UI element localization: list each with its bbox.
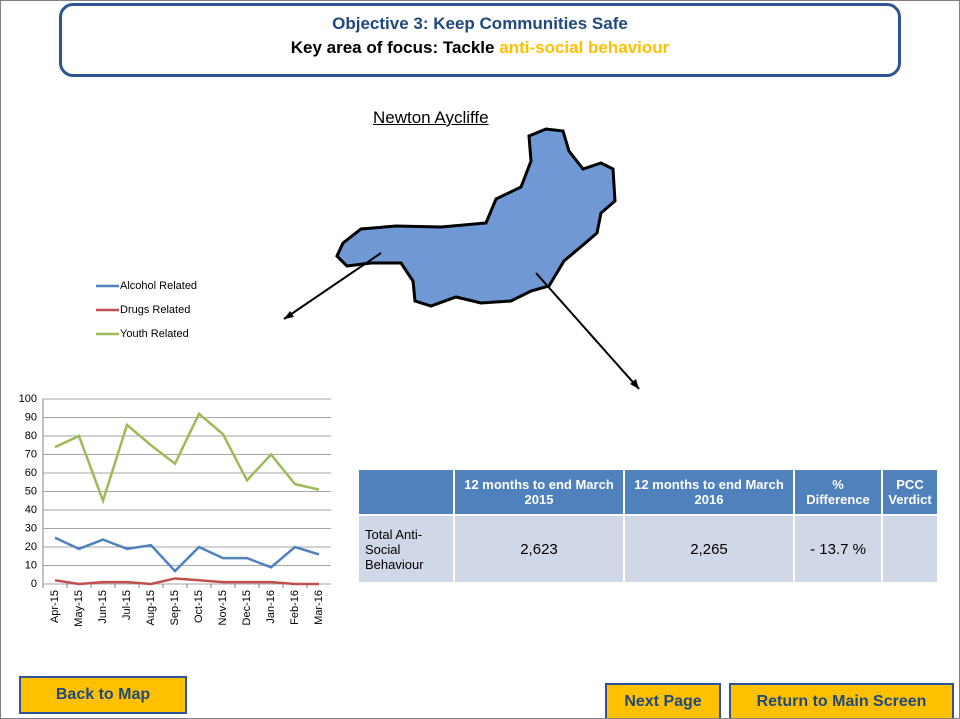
focus-prefix: Key area of focus: Tackle	[290, 38, 495, 57]
legend-label: Alcohol Related	[120, 280, 197, 292]
y-tick-label: 80	[25, 430, 37, 442]
x-tick-label: Oct-15	[193, 590, 205, 623]
legend-label: Youth Related	[120, 328, 189, 340]
x-tick-label: Jun-15	[97, 590, 109, 624]
y-tick-label: 60	[25, 467, 37, 479]
series-line	[54, 411, 320, 505]
series-line	[54, 577, 319, 586]
x-tick-label: Nov-15	[217, 590, 229, 625]
y-tick-label: 100	[19, 393, 37, 405]
x-tick-label: Jan-16	[265, 590, 277, 624]
map-label: Newton Aycliffe	[373, 108, 489, 127]
focus-highlight: anti-social behaviour	[499, 38, 670, 57]
cell: 2,623	[453, 514, 625, 584]
summary-table: 12 months to end March 2015 12 months to…	[357, 468, 939, 584]
arrow-head	[284, 311, 294, 319]
x-tick-label: Dec-15	[241, 590, 253, 625]
title: Objective 3: Keep Communities Safe	[332, 14, 628, 33]
map-area	[335, 127, 617, 308]
x-tick-label: Jul-15	[121, 590, 133, 620]
cell: 2,265	[623, 514, 795, 584]
x-tick-label: Feb-16	[289, 590, 301, 625]
y-tick-label: 70	[25, 448, 37, 460]
subtitle: Key area of focus: Tackle anti-social be…	[62, 38, 898, 58]
next-button[interactable]: Next Page	[605, 683, 721, 718]
y-tick-label: 20	[25, 541, 37, 553]
legend-label: Drugs Related	[120, 304, 190, 316]
arrow	[535, 272, 640, 390]
arrow-head	[630, 379, 639, 389]
x-tick-label: Aug-15	[145, 590, 157, 625]
cell: - 13.7 %	[793, 514, 883, 584]
x-tick-label: May-15	[73, 590, 85, 627]
header-cell: % Difference	[793, 468, 883, 516]
y-tick-label: 50	[25, 485, 37, 497]
header-cell: PCC Verdict	[881, 468, 939, 516]
cell	[881, 514, 939, 584]
title-box: Objective 3: Keep Communities Safe Key a…	[59, 3, 901, 77]
x-tick-label: Mar-16	[313, 590, 325, 625]
header-cell: 12 months to end March 2016	[623, 468, 795, 516]
main-button[interactable]: Return to Main Screen	[729, 683, 954, 718]
back-button[interactable]: Back to Map	[19, 676, 187, 714]
y-tick-label: 40	[25, 504, 37, 516]
header-cell	[357, 468, 455, 516]
y-tick-label: 0	[31, 578, 37, 590]
y-tick-label: 10	[25, 559, 37, 571]
arrow	[283, 252, 382, 320]
header-cell: 12 months to end March 2015	[453, 468, 625, 516]
y-tick-label: 90	[25, 411, 37, 423]
series-line	[54, 536, 320, 573]
x-tick-label: Apr-15	[49, 590, 61, 623]
x-tick-label: Sep-15	[169, 590, 181, 625]
y-tick-label: 30	[25, 522, 37, 534]
row-label: Total Anti-Social Behaviour	[357, 514, 455, 584]
